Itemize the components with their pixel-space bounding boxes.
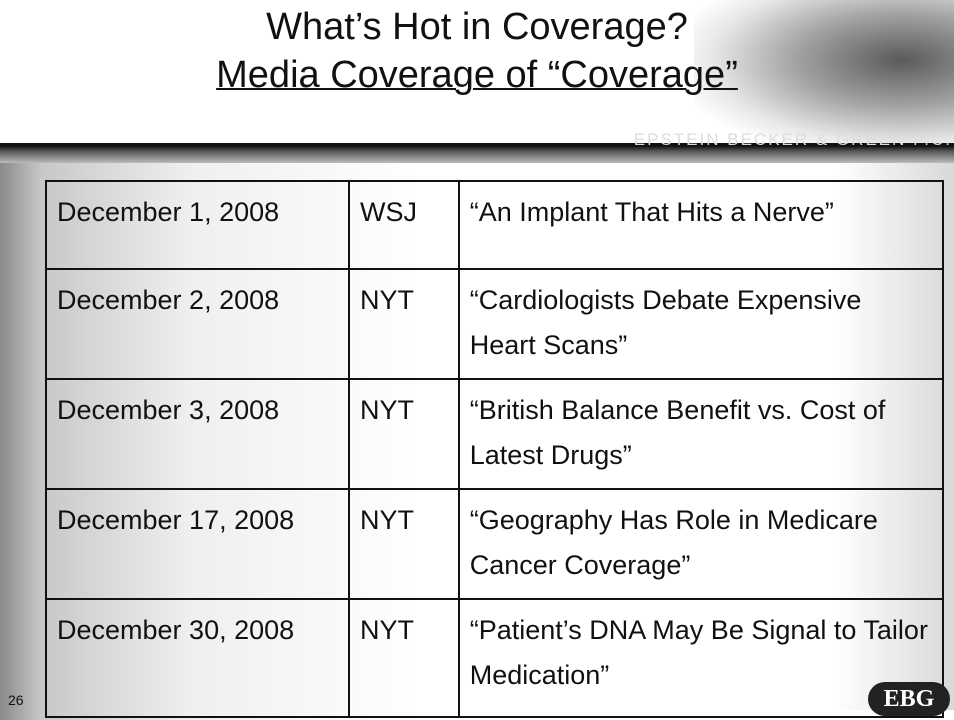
table-cell: NYT	[349, 489, 459, 599]
table-cell: December 1, 2008	[46, 181, 349, 269]
table-cell: WSJ	[349, 181, 459, 269]
logo: EBG	[868, 682, 950, 716]
table-cell: “Geography Has Role in Medicare Cancer C…	[459, 489, 943, 599]
table-cell: December 2, 2008	[46, 269, 349, 379]
table-cell: “Cardiologists Debate Expensive Heart Sc…	[459, 269, 943, 379]
table-cell: December 30, 2008	[46, 599, 349, 717]
title: What’s Hot in Coverage?	[0, 6, 954, 49]
table-cell: NYT	[349, 599, 459, 717]
page-number: 26	[8, 692, 24, 708]
table-cell: “British Balance Benefit vs. Cost of Lat…	[459, 379, 943, 489]
table-cell: “An Implant That Hits a Nerve”	[459, 181, 943, 269]
title: Media Coverage of “Coverage”	[0, 54, 954, 97]
table-cell: December 3, 2008	[46, 379, 349, 489]
firm-name: EPSTEIN BECKER & GREEN P.C.	[634, 130, 952, 150]
table-cell: December 17, 2008	[46, 489, 349, 599]
table-cell: NYT	[349, 269, 459, 379]
slide: What’s Hot in Coverage? Media Coverage o…	[0, 0, 954, 720]
table-cell: NYT	[349, 379, 459, 489]
